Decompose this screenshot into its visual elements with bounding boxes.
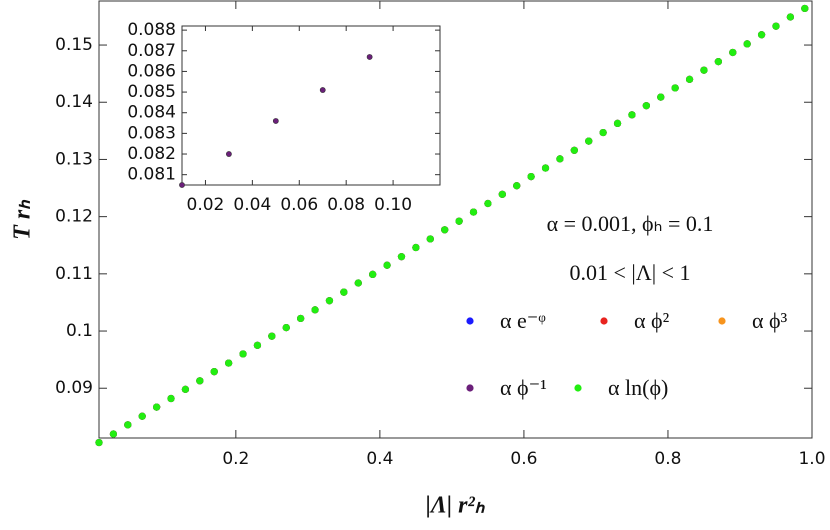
data-point <box>527 173 535 181</box>
x-tick-label: 0.4 <box>366 449 393 469</box>
x-tick-label: 0.2 <box>222 449 249 469</box>
plot-frame <box>181 25 441 186</box>
annotation: α = 0.001, ϕₕ = 0.1 <box>547 211 714 236</box>
legend-marker <box>466 384 474 392</box>
y-tick-label: 0.14 <box>55 92 93 112</box>
data-point <box>613 119 622 128</box>
data-point <box>109 430 118 438</box>
data-point <box>354 279 362 287</box>
data-point <box>366 54 373 60</box>
x-tick-label: 1.0 <box>798 449 825 469</box>
data-point <box>225 359 233 367</box>
data-point <box>671 84 679 92</box>
data-point <box>484 199 492 208</box>
data-point <box>383 261 391 269</box>
data-point <box>325 297 334 305</box>
annotation: 0.01 < |Λ| < 1 <box>569 260 690 285</box>
data-point <box>743 40 751 48</box>
y-tick-label: 0.11 <box>55 264 93 284</box>
data-point <box>369 270 377 279</box>
legend-marker <box>574 384 582 392</box>
y-tick-label: 0.084 <box>127 103 176 123</box>
data-point <box>167 394 175 403</box>
y-tick-label: 0.1 <box>66 321 93 341</box>
y-tick-label: 0.083 <box>127 123 176 143</box>
legend-marker <box>466 317 474 325</box>
data-point <box>685 75 694 83</box>
data-point <box>181 385 190 393</box>
data-point <box>239 350 247 358</box>
data-point <box>556 155 564 163</box>
y-tick-label: 0.081 <box>127 165 176 185</box>
data-point <box>311 306 319 314</box>
legend-label: α ln(ϕ) <box>608 375 668 400</box>
data-point <box>714 58 722 66</box>
data-point <box>772 22 780 30</box>
x-axis-title: |Λ| r²ₕ <box>426 493 486 519</box>
x-tick-label: 0.04 <box>233 195 271 215</box>
data-point <box>340 288 348 296</box>
legend-label: α ϕ² <box>634 308 670 333</box>
y-tick-label: 0.12 <box>55 207 93 227</box>
x-tick-label: 0.02 <box>187 195 225 215</box>
data-point <box>124 421 132 429</box>
data-point <box>297 314 305 323</box>
data-point <box>786 13 794 21</box>
data-point <box>253 341 262 349</box>
data-point <box>95 438 103 447</box>
data-point <box>268 332 276 340</box>
data-point <box>657 93 665 101</box>
data-point <box>153 403 161 411</box>
data-point <box>412 243 420 252</box>
y-tick-label: 0.082 <box>127 144 176 164</box>
data-point <box>498 190 506 198</box>
data-point <box>628 111 636 119</box>
y-tick-label: 0.088 <box>127 20 176 40</box>
data-point <box>469 208 478 216</box>
data-point <box>455 217 463 225</box>
y-axis-title: T rₕ <box>10 199 36 240</box>
data-point <box>179 182 185 188</box>
data-point <box>757 31 766 39</box>
data-point <box>801 4 809 13</box>
data-point <box>570 146 578 154</box>
data-point <box>319 87 326 93</box>
y-tick-label: 0.085 <box>127 82 176 102</box>
data-point <box>513 182 521 190</box>
y-tick-label: 0.13 <box>55 149 93 169</box>
y-tick-label: 0.086 <box>127 61 176 81</box>
x-tick-label: 0.10 <box>374 195 412 215</box>
data-point <box>282 324 290 332</box>
plot-frame <box>98 0 813 439</box>
x-tick-label: 0.8 <box>654 449 681 469</box>
x-tick-label: 0.6 <box>510 449 537 469</box>
data-point <box>272 118 279 124</box>
y-tick-label: 0.09 <box>55 378 93 398</box>
data-point <box>599 128 607 137</box>
data-point <box>700 66 708 74</box>
data-point <box>397 253 406 261</box>
x-tick-label: 0.08 <box>327 195 365 215</box>
data-point <box>138 412 146 420</box>
legend-marker <box>718 317 726 325</box>
data-point <box>541 164 550 172</box>
data-point <box>226 151 232 157</box>
data-point <box>729 48 737 57</box>
data-point <box>210 368 218 376</box>
x-tick-label: 0.06 <box>280 195 318 215</box>
legend-label: α ϕ³ <box>752 308 788 333</box>
legend-label: α ϕ⁻¹ <box>500 375 547 400</box>
y-tick-label: 0.15 <box>55 35 93 55</box>
legend-marker <box>600 317 608 325</box>
data-point <box>441 226 449 234</box>
data-point <box>642 102 650 110</box>
legend-label: α e⁻ᵠ <box>500 308 546 333</box>
data-point <box>426 235 434 243</box>
data-point <box>196 377 204 385</box>
y-tick-label: 0.087 <box>127 41 176 61</box>
data-point <box>585 137 593 145</box>
